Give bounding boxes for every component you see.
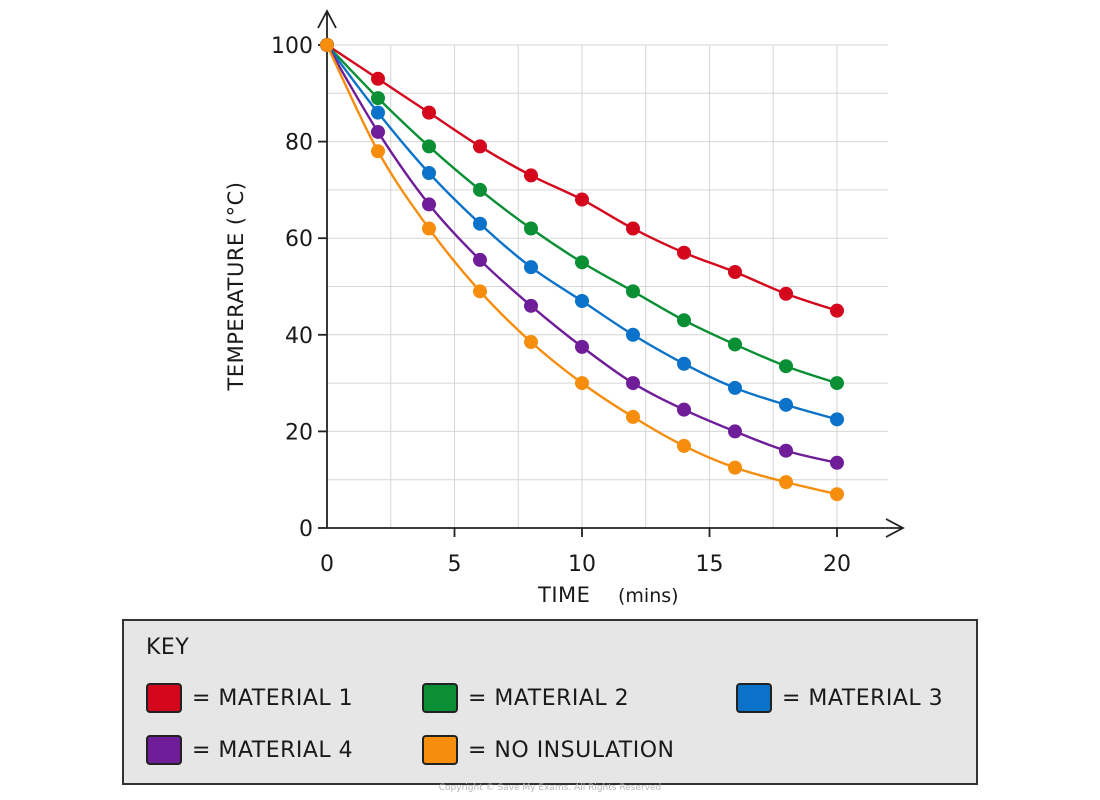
key-label: = MATERIAL 2 [468,685,630,711]
data-point [728,460,742,475]
y-tick-label: 100 [271,34,313,59]
key-swatch [422,735,458,765]
data-point [371,144,385,159]
data-point [575,293,589,308]
key-item-no-insulation: = NO INSULATION [422,735,675,765]
data-point [524,298,538,313]
data-point [422,139,436,154]
key-item-material-4: = MATERIAL 4 [146,735,353,765]
data-point [371,105,385,120]
data-point [728,265,742,280]
data-point [830,412,844,427]
key-title: KEY [146,635,190,660]
x-tick-label: 20 [823,552,851,577]
legend-key: KEY = MATERIAL 1 = MATERIAL 2 = MATERIAL… [122,619,978,785]
data-point [524,168,538,183]
series-line [326,44,838,385]
x-tick-label: 10 [568,552,596,577]
data-point [677,313,691,328]
key-label: = MATERIAL 1 [192,685,354,711]
data-point [422,221,436,236]
x-tick-label: 5 [448,552,462,577]
data-point [422,165,436,180]
key-item-material-2: = MATERIAL 2 [422,683,629,713]
data-point [830,376,844,391]
x-tick-label: 0 [320,552,334,577]
axes [317,9,905,538]
series-layer [320,38,844,502]
data-point [320,38,334,52]
data-point [473,182,487,197]
data-point [473,139,487,154]
data-point [575,339,589,354]
data-point [524,260,538,275]
data-point [371,91,385,106]
x-axis-title: TIME [537,583,590,607]
series-5 [320,38,844,502]
y-tick-label: 80 [285,131,313,156]
data-point [575,255,589,270]
data-point [371,124,385,139]
data-point [677,356,691,371]
data-point [524,221,538,236]
data-point [626,221,640,236]
data-point [677,245,691,260]
data-point [626,409,640,424]
data-point [422,197,436,212]
tick-labels: 0 20 40 60 80 100 0 5 10 15 20 [271,34,851,577]
data-point [677,438,691,453]
temperature-chart: 0 20 40 60 80 100 0 5 10 15 20 TIME (mins) TEMPERA… [224,9,905,607]
data-point [575,376,589,391]
copyright-text: Copyright © Save My Exams. All Rights Re… [438,783,662,793]
data-point [830,303,844,318]
y-tick-label: 20 [285,420,313,445]
y-axis-arrow [317,9,337,29]
data-point [779,443,793,458]
data-point [779,286,793,301]
x-axis-arrow [885,518,905,538]
data-point [830,455,844,470]
key-label: = NO INSULATION [468,737,675,763]
data-point [626,376,640,391]
series-2 [320,38,844,391]
series-1 [320,38,844,318]
data-point [728,424,742,439]
key-label: = MATERIAL 4 [192,737,354,763]
data-point [677,402,691,417]
key-swatch [146,735,182,765]
data-point [524,335,538,350]
data-point [779,397,793,412]
grid [327,44,888,528]
key-swatch [422,683,458,713]
x-axis-unit: (mins) [618,585,679,607]
data-point [626,284,640,299]
key-label: = MATERIAL 3 [782,685,944,711]
key-swatch [146,683,182,713]
y-axis-title: TEMPERATURE (°C) [224,182,248,392]
data-point [626,327,640,342]
y-tick-label: 60 [285,227,313,252]
data-point [371,71,385,86]
data-point [422,105,436,120]
data-point [728,380,742,395]
data-point [473,284,487,299]
key-item-material-1: = MATERIAL 1 [146,683,353,713]
y-tick-label: 40 [285,324,313,349]
key-item-material-3: = MATERIAL 3 [736,683,943,713]
y-tick-label: 0 [299,517,313,542]
data-point [728,337,742,352]
data-point [830,487,844,502]
key-swatch [736,683,772,713]
data-point [473,252,487,267]
data-point [575,192,589,207]
data-point [473,216,487,231]
series-line [326,44,838,421]
data-point [779,359,793,374]
x-tick-label: 15 [696,552,724,577]
data-point [779,475,793,490]
